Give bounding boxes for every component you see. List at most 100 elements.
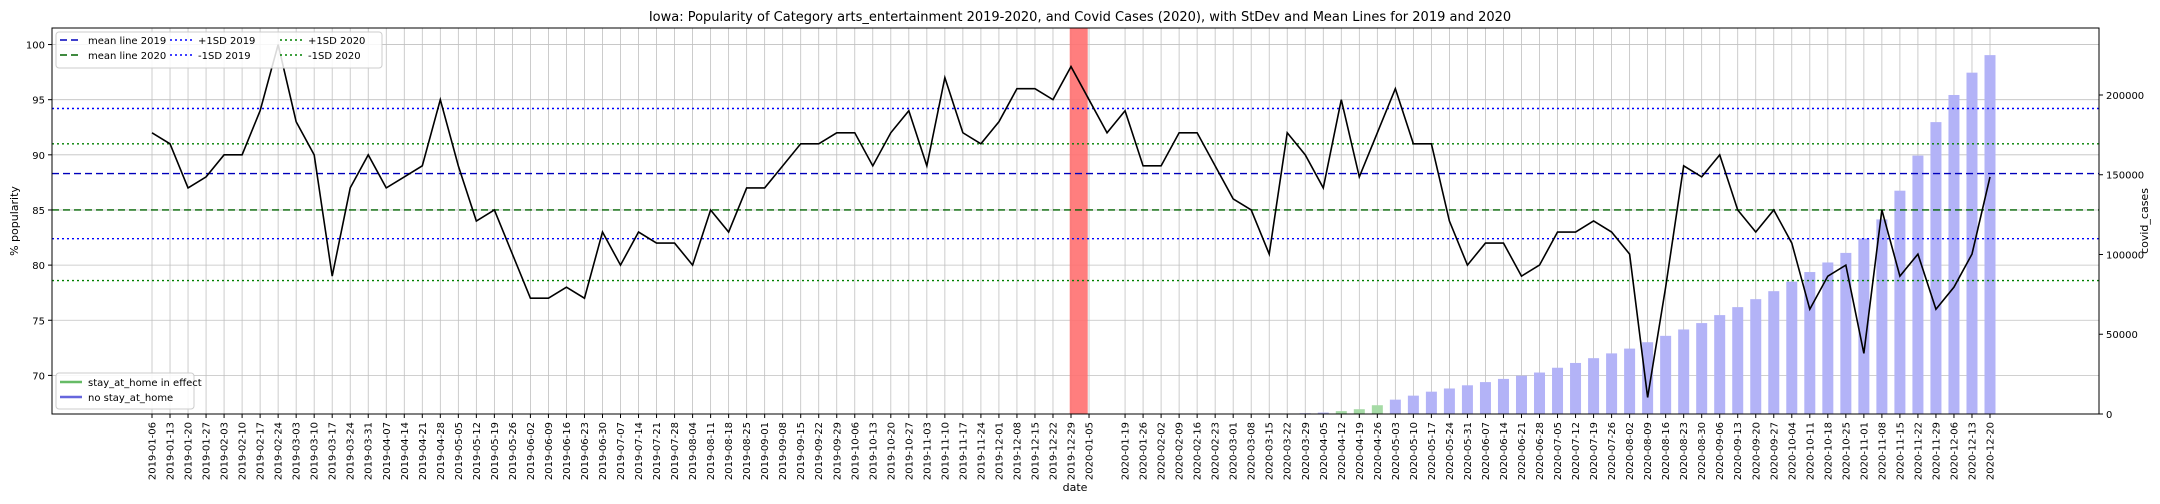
covid-bars [1245, 55, 1996, 415]
x-tick-label: 2020-03-15 [1265, 422, 1276, 480]
x-tick-label: 2020-10-18 [1823, 422, 1834, 480]
legend-bottom: stay_at_home in effect no stay_at_home [55, 372, 202, 410]
covid-bar [1588, 358, 1600, 414]
plot-frame [51, 27, 2100, 415]
x-tick-label: 2019-11-10 [940, 422, 951, 480]
y2-axis-ticks: 0 50000 100000 150000 200000 [2099, 91, 2144, 421]
covid-bar [1822, 262, 1834, 414]
x-tick-label: 2019-05-26 [508, 422, 519, 480]
x-tick-label: 2019-06-09 [544, 422, 555, 480]
covid-bar [1930, 122, 1942, 415]
y-axis-ticks: 70 75 80 85 90 95 100 [26, 41, 52, 382]
covid-bar [1966, 72, 1978, 414]
x-tick-label: 2020-03-29 [1301, 422, 1312, 480]
x-tick-label: 2019-05-05 [454, 422, 465, 480]
x-tick-label: 2020-11-08 [1877, 422, 1888, 480]
x-tick-label: 2020-02-02 [1157, 422, 1168, 480]
x-tick-label: 2020-07-12 [1571, 422, 1582, 480]
x-tick-label: 2019-06-23 [580, 422, 591, 480]
x-tick-label: 2020-04-12 [1337, 422, 1348, 480]
legend-label: mean line 2020 [88, 51, 166, 62]
x-tick-label: 2020-11-01 [1859, 422, 1870, 480]
legend-top: mean line 2019 mean line 2020 +1SD 2019 -1S… [55, 31, 383, 69]
covid-bar [1840, 252, 1852, 414]
x-tick-label: 2020-06-21 [1517, 422, 1528, 480]
covid-bar [1858, 238, 1870, 414]
covid-bar [1317, 412, 1329, 414]
chart-title: Iowa: Popularity of Category arts_entert… [649, 10, 1511, 25]
y2-tick-label: 50000 [2106, 330, 2138, 341]
x-tick-label: 2020-05-24 [1445, 422, 1456, 480]
x-tick-label: 2019-10-27 [904, 422, 915, 480]
x-tick-label: 2019-01-20 [184, 422, 195, 480]
x-tick-label: 2020-03-08 [1247, 422, 1258, 480]
y2-axis-label: covid_cases [2138, 188, 2151, 254]
x-tick-label: 2020-01-05 [1085, 422, 1096, 480]
x-tick-label: 2019-11-24 [976, 422, 987, 480]
x-tick-label: 2019-07-07 [616, 422, 627, 480]
x-tick-label: 2020-05-17 [1427, 422, 1438, 480]
x-tick-label: 2020-09-27 [1769, 422, 1780, 480]
x-tick-label: 2019-02-10 [238, 422, 249, 480]
x-tick-label: 2019-12-15 [1030, 422, 1041, 480]
covid-bar [1606, 353, 1618, 414]
covid-bar [1389, 399, 1401, 414]
x-tick-label: 2019-02-17 [256, 422, 267, 480]
covid-bar [1443, 388, 1455, 414]
x-tick-label: 2020-07-19 [1589, 422, 1600, 480]
y-tick-label: 80 [32, 261, 45, 272]
covid-bar [1912, 155, 1924, 414]
x-tick-label: 2019-10-20 [886, 422, 897, 480]
covid-bar [1353, 409, 1365, 414]
x-tick-label: 2020-08-23 [1679, 422, 1690, 480]
x-tick-label: 2019-08-25 [742, 422, 753, 480]
covid-bar [1786, 281, 1798, 414]
x-tick-label: 2020-12-13 [1967, 422, 1978, 480]
x-tick-label: 2020-06-07 [1481, 422, 1492, 480]
x-tick-label: 2019-04-28 [436, 422, 447, 480]
x-tick-label: 2020-04-05 [1319, 422, 1330, 480]
x-tick-label: 2019-09-01 [760, 422, 771, 480]
covid-bar [1984, 55, 1996, 415]
x-tick-label: 2019-04-07 [382, 422, 393, 480]
x-tick-label: 2020-03-22 [1283, 422, 1294, 480]
x-tick-label: 2020-08-02 [1625, 422, 1636, 480]
x-tick-label: 2019-09-08 [778, 422, 789, 480]
x-tick-label: 2020-10-25 [1841, 422, 1852, 480]
x-tick-label: 2020-08-09 [1643, 422, 1654, 480]
y-tick-label: 70 [32, 371, 45, 382]
x-tick-label: 2020-09-06 [1715, 422, 1726, 480]
x-tick-label: 2020-10-11 [1805, 422, 1816, 480]
x-tick-label: 2020-05-31 [1463, 422, 1474, 480]
x-tick-label: 2020-06-28 [1535, 422, 1546, 480]
x-tick-label: 2019-07-14 [634, 422, 645, 480]
covid-bar [1696, 323, 1708, 414]
x-tick-label: 2019-10-06 [850, 422, 861, 480]
covid-bar [1948, 94, 1960, 415]
highlight-band [1069, 28, 1088, 414]
legend-label: stay_at_home in effect [88, 378, 202, 389]
x-tick-label: 2019-10-13 [868, 422, 879, 480]
y-tick-label: 75 [32, 316, 45, 327]
covid-bar [1479, 382, 1491, 414]
covid-bar [1894, 190, 1906, 414]
x-tick-label: 2019-08-18 [724, 422, 735, 480]
x-axis-label: date [1063, 481, 1088, 494]
x-tick-label: 2019-06-30 [598, 422, 609, 480]
legend-label: +1SD 2019 [198, 36, 255, 47]
x-tick-label: 2020-11-29 [1931, 422, 1942, 480]
x-tick-label: 2019-03-31 [364, 422, 375, 480]
y-tick-label: 90 [32, 151, 45, 162]
y-tick-label: 100 [26, 41, 45, 52]
x-tick-label: 2019-03-24 [346, 422, 357, 480]
covid-bar [1371, 405, 1383, 414]
x-tick-label: 2019-05-12 [472, 422, 483, 480]
covid-bar [1335, 411, 1347, 414]
x-tick-label: 2020-04-19 [1355, 422, 1366, 480]
x-tick-label: 2019-01-27 [202, 422, 213, 480]
x-tick-label: 2019-02-24 [274, 422, 285, 480]
covid-bar [1750, 299, 1762, 414]
legend-label: mean line 2019 [88, 36, 166, 47]
covid-bar [1714, 315, 1726, 414]
